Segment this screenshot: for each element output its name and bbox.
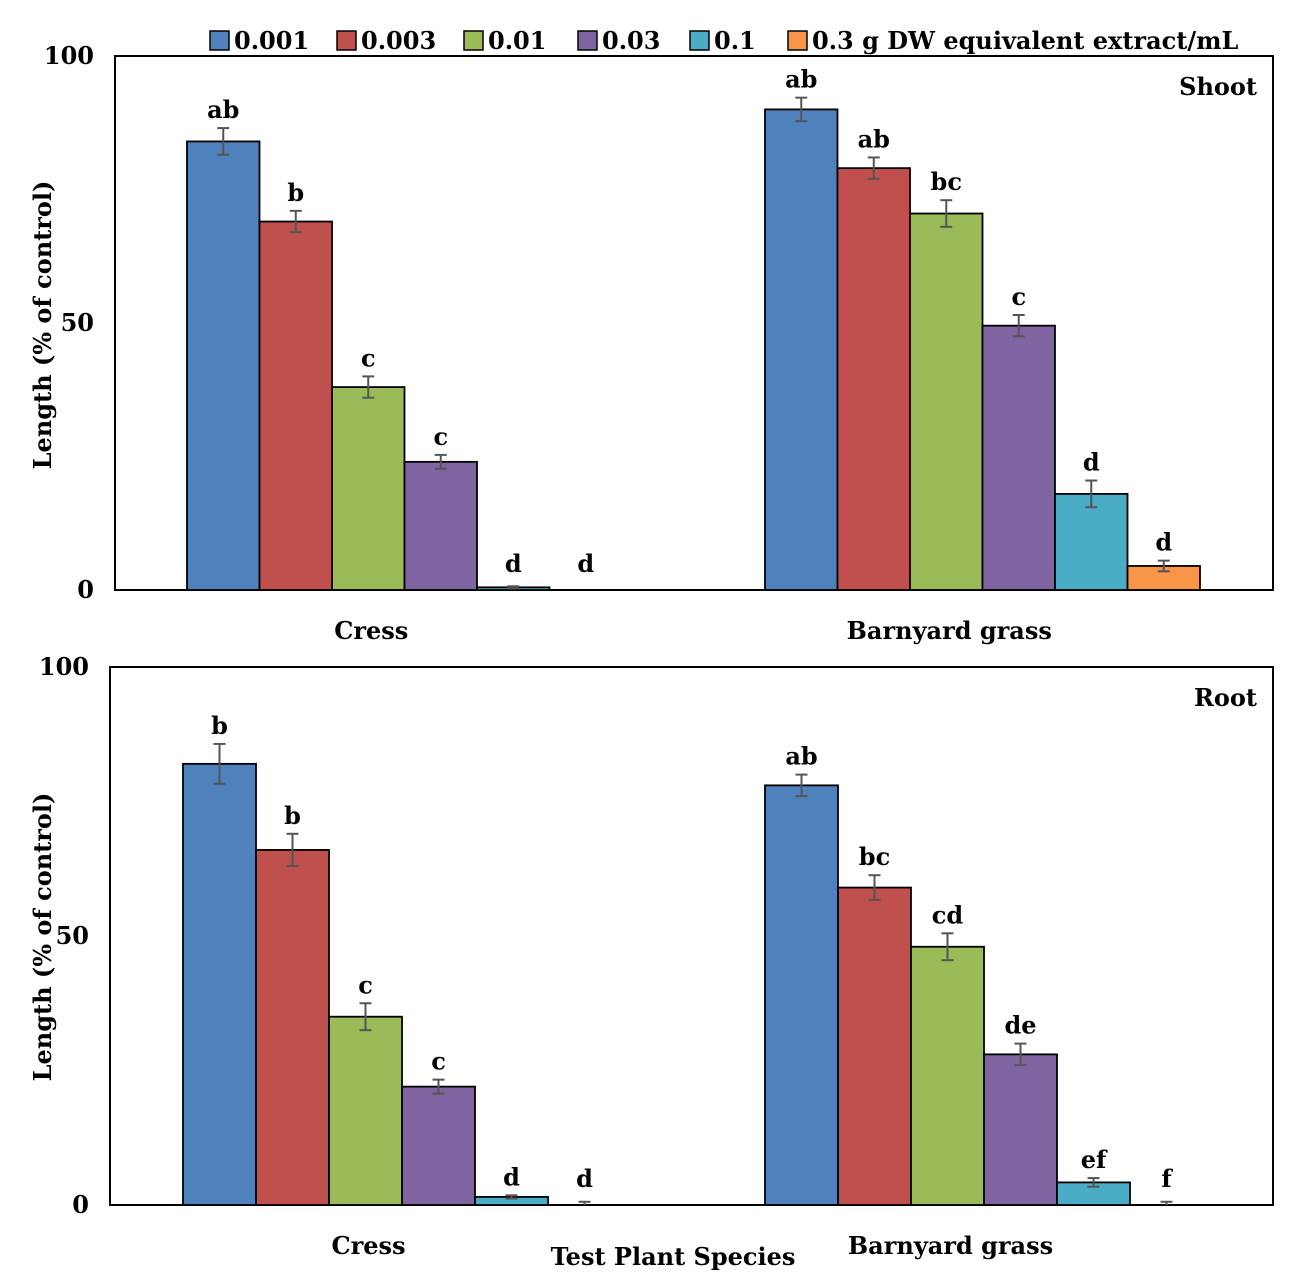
bar xyxy=(401,1085,476,1206)
bar xyxy=(764,108,839,591)
panel-label: Shoot xyxy=(1179,72,1257,101)
y-tick-label: 50 xyxy=(61,308,94,337)
significance-letter: d xyxy=(503,1162,520,1191)
significance-letter: cd xyxy=(932,900,964,929)
y-axis-title: Length (% of control) xyxy=(28,181,57,470)
significance-letter: c xyxy=(1011,282,1026,311)
bar xyxy=(186,140,261,591)
significance-letter: f xyxy=(1161,1164,1173,1193)
significance-letter: b xyxy=(284,801,301,830)
x-axis-title: Test Plant Species xyxy=(551,1242,796,1271)
significance-letter: ab xyxy=(785,65,817,94)
legend-label: 0.1 xyxy=(714,26,756,55)
bar xyxy=(258,220,333,591)
y-tick-label: 0 xyxy=(72,1190,89,1219)
significance-letter: de xyxy=(1004,1011,1036,1040)
legend-swatch xyxy=(577,30,598,51)
legend-item: 0.03 xyxy=(577,26,660,55)
bar xyxy=(983,1053,1058,1206)
y-tick-label: 100 xyxy=(44,41,94,70)
bar xyxy=(981,324,1056,591)
bar xyxy=(331,386,406,591)
bar xyxy=(764,784,839,1206)
panel-label: Root xyxy=(1194,683,1257,712)
plot-frame xyxy=(114,55,1274,591)
bar xyxy=(837,886,912,1206)
significance-letter: b xyxy=(287,178,304,207)
bar xyxy=(255,849,330,1206)
bar xyxy=(403,460,478,591)
y-tick-label: 100 xyxy=(39,652,89,681)
bar xyxy=(182,762,257,1206)
bar xyxy=(910,945,985,1206)
legend-item: 0.1 xyxy=(689,26,756,55)
bar xyxy=(836,167,911,591)
legend-item: 0.001 xyxy=(209,26,309,55)
legend-label: 0.001 xyxy=(234,26,309,55)
bar xyxy=(328,1015,403,1206)
bar xyxy=(1054,492,1129,591)
legend-item: 0.003 xyxy=(336,26,436,55)
bar xyxy=(909,212,984,591)
significance-letter: ab xyxy=(785,742,817,771)
significance-letter: c xyxy=(358,970,373,999)
category-label: Barnyard grass xyxy=(847,616,1052,645)
significance-letter: ab xyxy=(858,124,890,153)
significance-letter: c xyxy=(431,1047,446,1076)
legend-item: 0.01 xyxy=(463,26,546,55)
significance-letter: d xyxy=(505,549,522,578)
category-label: Barnyard grass xyxy=(848,1231,1053,1260)
y-axis-title: Length (% of control) xyxy=(28,793,57,1082)
legend-label: 0.003 xyxy=(361,26,436,55)
category-label: Cress xyxy=(334,616,408,645)
category-labels: Cress Barnyard grass xyxy=(331,1231,1053,1260)
significance-letter: ef xyxy=(1081,1145,1108,1174)
plot-frame xyxy=(109,666,1274,1206)
category-labels: Cress Barnyard grass xyxy=(334,616,1052,645)
legend: 0.001 0.003 0.01 0.03 0.1 0.3 g DW equivalent… xyxy=(209,26,1238,55)
legend-swatch xyxy=(336,30,357,51)
y-axis-ticks: 0 50 100 xyxy=(44,41,94,604)
legend-label: 0.3 g DW equivalent extract/mL xyxy=(812,26,1238,55)
legend-label: 0.03 xyxy=(602,26,660,55)
significance-letter: c xyxy=(361,343,376,372)
significance-letter: ab xyxy=(207,95,239,124)
legend-item: 0.3 g DW equivalent extract/mL xyxy=(787,26,1238,55)
category-label: Cress xyxy=(331,1231,405,1260)
significance-letter: d xyxy=(576,1164,593,1193)
significance-letter: d xyxy=(1155,528,1172,557)
legend-swatch xyxy=(209,30,230,51)
significance-letter: bc xyxy=(859,842,890,871)
significance-letter: d xyxy=(1083,448,1100,477)
legend-label: 0.01 xyxy=(488,26,546,55)
bar xyxy=(1126,565,1201,591)
y-axis-ticks: 0 50 100 xyxy=(39,652,89,1219)
significance-letter: b xyxy=(211,711,228,740)
significance-letter: c xyxy=(433,422,448,451)
legend-swatch xyxy=(463,30,484,51)
legend-swatch xyxy=(689,30,710,51)
significance-letter: d xyxy=(577,549,594,578)
y-tick-label: 50 xyxy=(56,921,89,950)
legend-swatch xyxy=(787,30,808,51)
significance-letter: bc xyxy=(931,167,962,196)
y-tick-label: 0 xyxy=(77,575,94,604)
